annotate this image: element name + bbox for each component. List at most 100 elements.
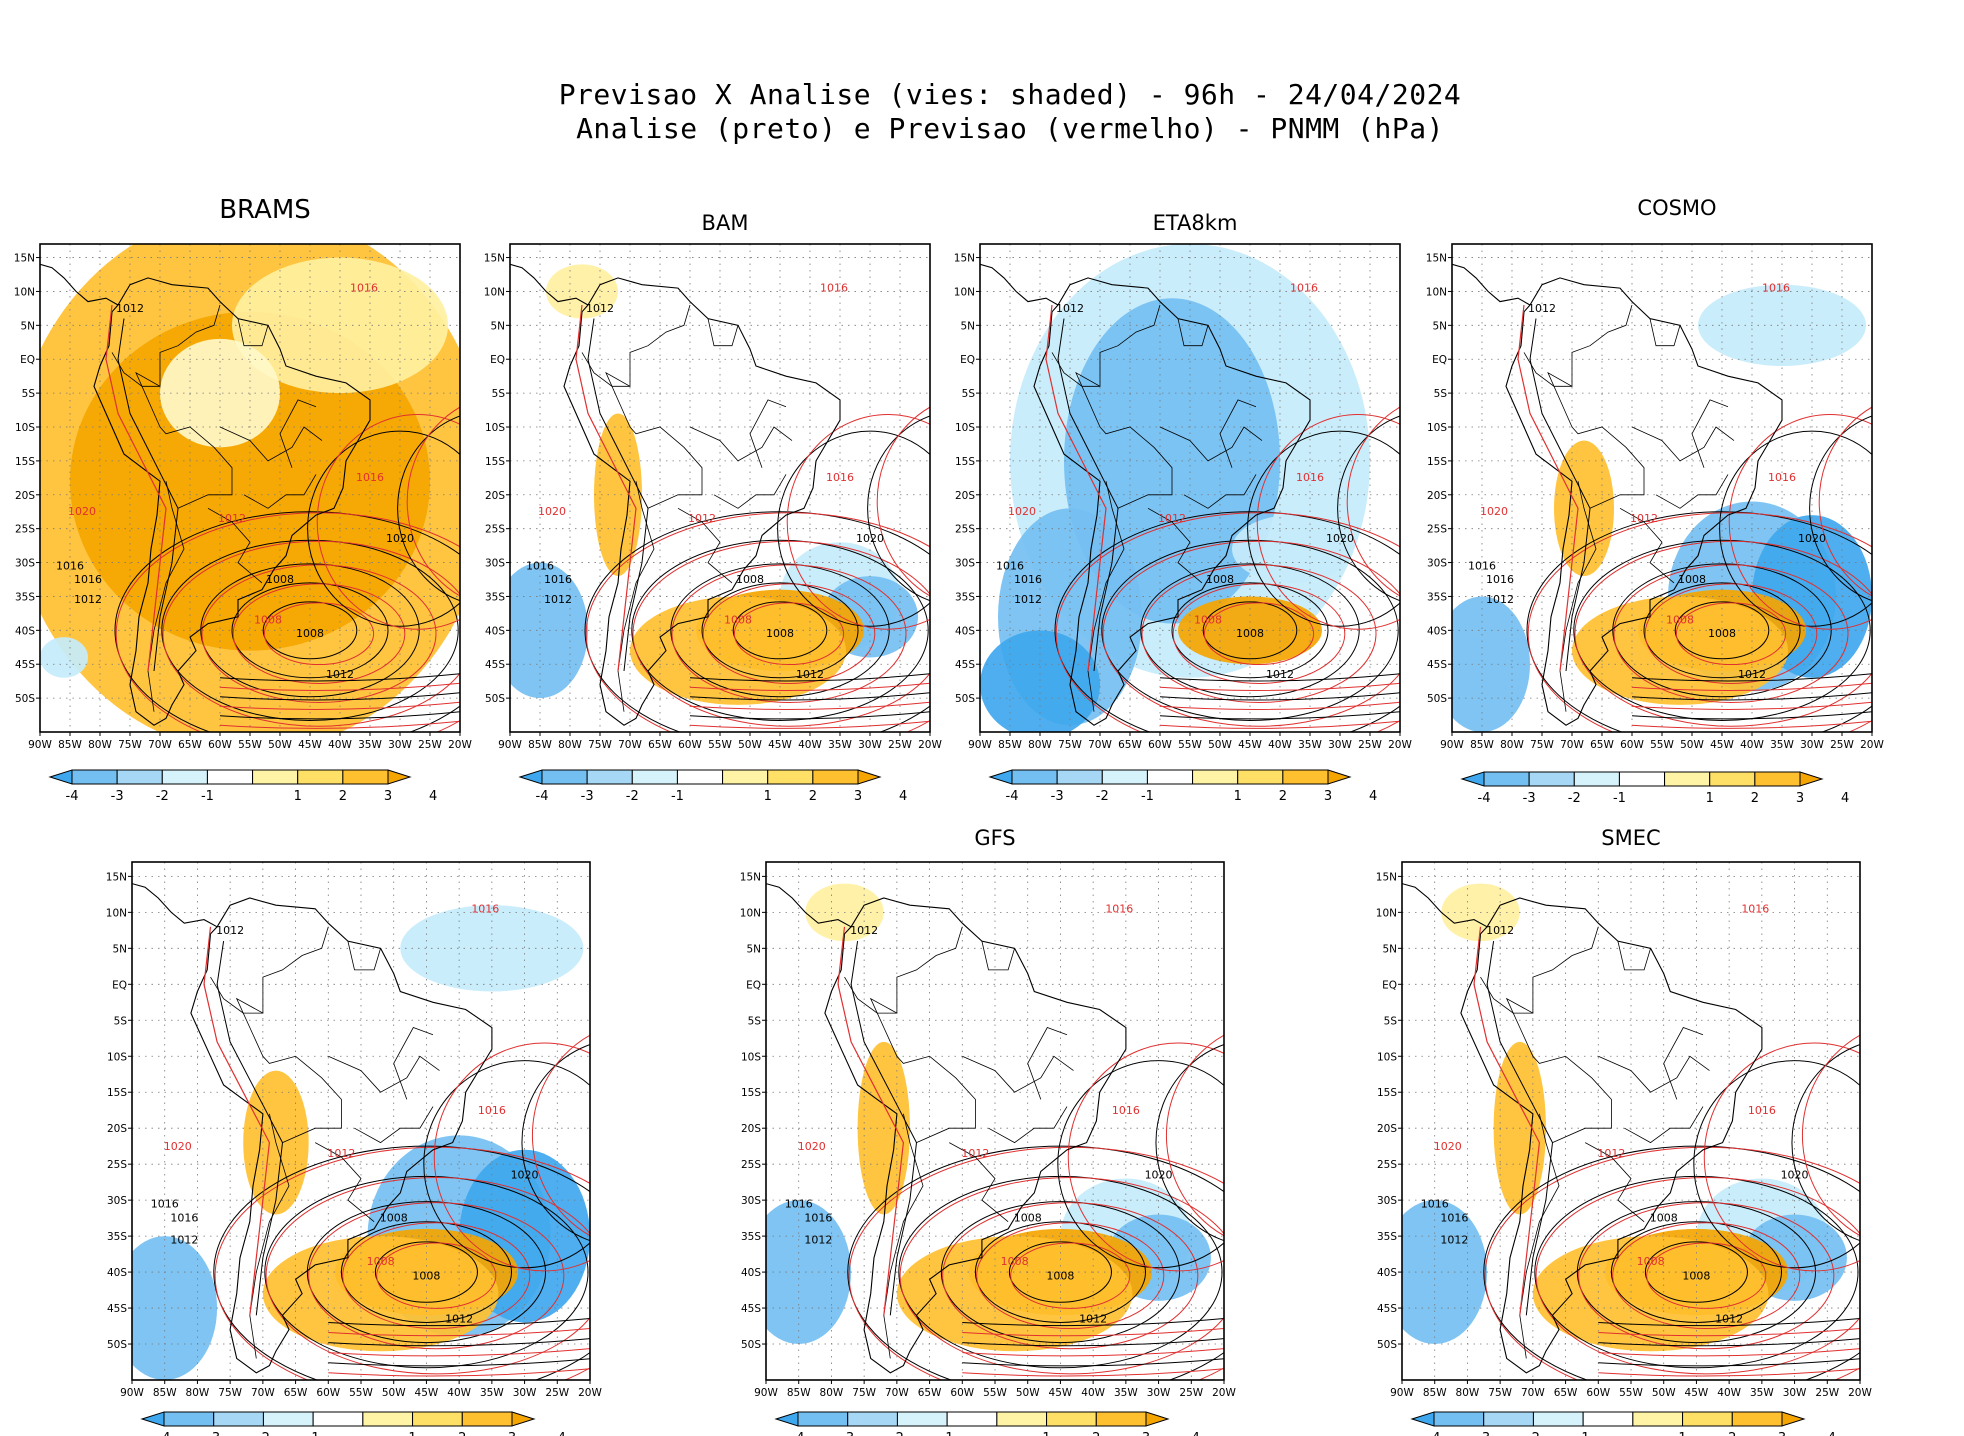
country-border: [1655, 474, 1729, 509]
isobar-label-forecast: 1016: [1105, 902, 1133, 915]
lon-tick-label: 50W: [268, 739, 292, 751]
lat-tick-label: 15N: [740, 871, 761, 883]
isobar-zonal: [328, 1338, 590, 1347]
colorbar-segment: [1192, 769, 1239, 785]
colorbar-label: -1: [671, 789, 684, 804]
country-border: [713, 474, 787, 509]
lon-tick-label: 75W: [118, 739, 142, 751]
lat-tick-label: 5S: [22, 388, 36, 400]
lon-tick-label: 85W: [153, 1387, 177, 1399]
lon-tick-label: 65W: [178, 739, 202, 751]
isobar-analysis: [397, 415, 460, 602]
country-border: [1027, 1027, 1068, 1100]
lat-tick-label: 40S: [1427, 625, 1447, 637]
colorbar-label: -1: [1613, 791, 1626, 806]
lat-tick-label: 25S: [15, 524, 35, 536]
colorbar-segment: [213, 1411, 264, 1427]
colorbar-label: 2: [458, 1431, 466, 1436]
isobar-forecast: [1612, 1222, 1801, 1330]
isobar-label-analysis: 1008: [1682, 1269, 1710, 1282]
isobar-label-analysis: 1008: [1678, 573, 1706, 586]
colorbar-tip-high: [1145, 1411, 1170, 1427]
isobar-analysis: [1247, 430, 1400, 627]
lat-tick-label: EQ: [1432, 354, 1447, 366]
isobar-label-analysis: 1012: [170, 1233, 198, 1246]
lat-tick-label: 15S: [15, 456, 35, 468]
isobar-label-analysis: 1016: [1421, 1197, 1449, 1210]
isobar-zonal: [1631, 673, 1872, 682]
isobar-label-analysis: 1016: [74, 573, 102, 586]
lon-tick-label: 85W: [1423, 1387, 1447, 1399]
country-border: [962, 1055, 1074, 1093]
andes-contour: [1517, 304, 1579, 672]
isobar-label-forecast: 1020: [68, 505, 96, 518]
isobar-zonal: [1159, 720, 1400, 729]
lon-tick-label: 40W: [1740, 739, 1764, 751]
lon-tick-label: 85W: [998, 739, 1022, 751]
isobar-label-forecast: 1012: [1597, 1147, 1625, 1160]
bias-shade: [1572, 596, 1788, 705]
isobar-forecast: [376, 1242, 497, 1309]
country-border: [707, 318, 739, 347]
isobar-label-forecast: 1016: [826, 471, 854, 484]
colorbar-label: -3: [841, 1431, 854, 1436]
isobar-analysis: [847, 1145, 1224, 1380]
panel-bam: BAM 1008 1012 1016 1012 1020 1008 1016 1012 1008 1…: [484, 211, 943, 804]
lon-tick-label: 90W: [28, 739, 52, 751]
lat-tick-label: 25S: [485, 524, 505, 536]
isobar-forecast: [1165, 1034, 1224, 1237]
bias-shade: [1178, 596, 1322, 665]
isobar-zonal: [219, 692, 460, 701]
lon-tick-label: 55W: [983, 1387, 1007, 1399]
lon-tick-label: 35W: [1750, 1387, 1774, 1399]
country-border: [1159, 426, 1263, 462]
isobar-label-analysis: 1016: [785, 1197, 813, 1210]
lat-tick-label: 15N: [1376, 871, 1397, 883]
isobar-label-analysis: 1012: [1056, 302, 1084, 315]
lat-tick-label: 15S: [107, 1087, 127, 1099]
country-border: [1598, 1055, 1710, 1093]
colorbar-label: 3: [384, 789, 392, 804]
lon-tick-label: 20W: [1388, 739, 1412, 751]
isobar-forecast: [876, 406, 930, 597]
isobar-label-analysis: 1016: [170, 1212, 198, 1225]
lat-tick-label: 50S: [955, 693, 975, 705]
isobar-label-analysis: 1020: [1145, 1169, 1173, 1182]
colorbar-segment: [896, 1411, 948, 1427]
panel-gfs: GFS 1008 1012 1016 1012 1020 1008 1016 1012 1008 1…: [740, 826, 1237, 1436]
lat-tick-label: 45S: [485, 659, 505, 671]
isobar-zonal: [962, 1368, 1224, 1377]
lat-tick-label: 10N: [484, 286, 505, 298]
isobar-forecast: [201, 564, 437, 704]
colorbar-label: -1: [201, 789, 214, 804]
isobar-label-analysis: 1016: [996, 559, 1024, 572]
isobar-zonal: [219, 682, 460, 691]
lat-tick-label: 15N: [484, 253, 505, 265]
lon-tick-label: 40W: [798, 739, 822, 751]
colorbar-segment: [812, 769, 859, 785]
isobar-analysis: [1008, 1241, 1112, 1303]
lat-tick-label: 20S: [1427, 490, 1447, 502]
isobar-label-analysis: 1020: [856, 532, 884, 545]
colorbar-label: 1: [1678, 1431, 1686, 1436]
country-border: [207, 507, 263, 584]
isobar-label-forecast: 1016: [1748, 1104, 1776, 1117]
lon-tick-label: 35W: [1114, 1387, 1138, 1399]
isobar-forecast: [976, 1222, 1165, 1330]
lon-tick-label: 65W: [1554, 1387, 1578, 1399]
isobar-label-forecast: 1016: [1290, 281, 1318, 294]
lat-tick-label: 15S: [741, 1087, 761, 1099]
colorbar-label: -3: [1477, 1431, 1490, 1436]
lat-tick-label: 30S: [741, 1195, 761, 1207]
country-border: [328, 1055, 440, 1093]
colorbar-segment: [1682, 1411, 1733, 1427]
colorbar-segment: [996, 1411, 1048, 1427]
colorbar-segment: [1528, 771, 1575, 787]
colorbar-segment: [163, 1411, 215, 1427]
lat-tick-label: 30S: [485, 558, 505, 570]
isobar-forecast: [1728, 414, 1872, 630]
isobar-zonal: [219, 673, 460, 682]
lon-tick-label: 20W: [1212, 1387, 1236, 1399]
colorbar-label: -2: [626, 789, 639, 804]
